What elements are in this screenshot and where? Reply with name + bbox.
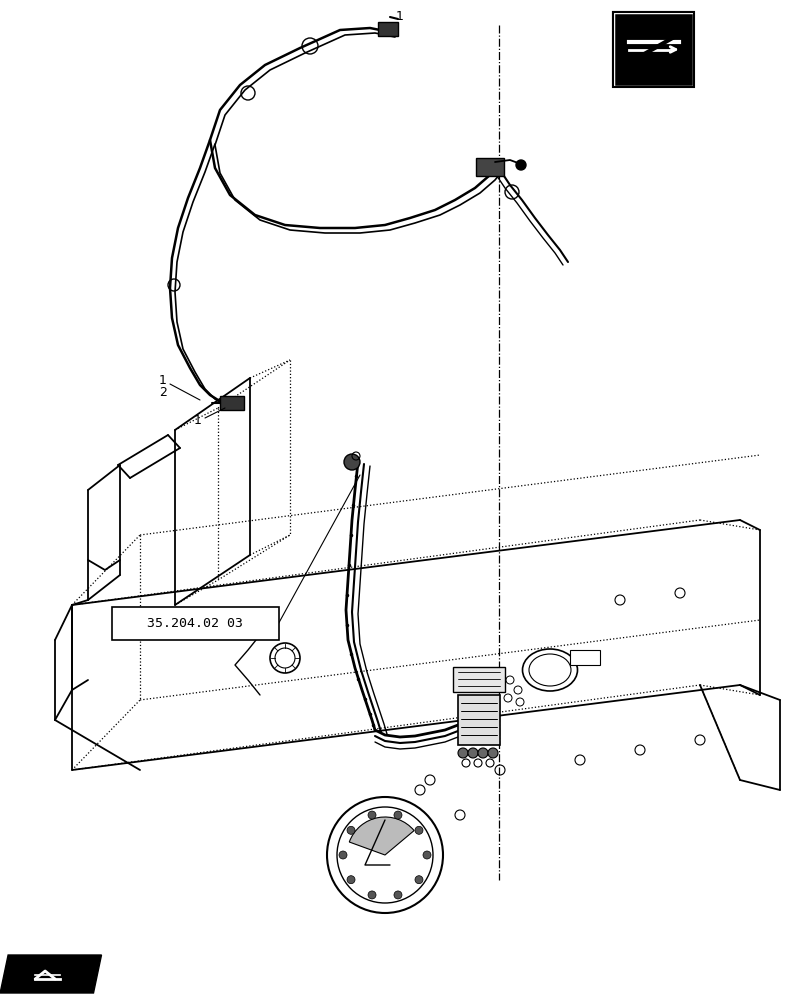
Bar: [457, 695, 500, 745]
Circle shape: [346, 826, 354, 834]
Circle shape: [393, 811, 401, 819]
Polygon shape: [0, 955, 101, 993]
Circle shape: [346, 876, 354, 884]
Bar: [378, 22, 397, 36]
Bar: [612, 12, 693, 87]
Circle shape: [515, 160, 526, 170]
Bar: [612, 12, 693, 87]
Bar: [453, 667, 504, 692]
Circle shape: [344, 454, 359, 470]
Bar: [612, 12, 693, 87]
Circle shape: [457, 748, 467, 758]
Text: 2: 2: [159, 386, 167, 399]
Bar: [112, 607, 278, 640]
Circle shape: [367, 811, 375, 819]
Text: 1: 1: [396, 10, 403, 23]
Bar: [475, 158, 504, 176]
Circle shape: [414, 876, 423, 884]
Ellipse shape: [521, 649, 577, 691]
Wedge shape: [349, 817, 414, 855]
Circle shape: [487, 748, 497, 758]
Circle shape: [393, 891, 401, 899]
Bar: [569, 650, 599, 665]
Text: 1: 1: [159, 373, 167, 386]
Circle shape: [367, 891, 375, 899]
Circle shape: [423, 851, 431, 859]
Circle shape: [467, 748, 478, 758]
Ellipse shape: [528, 654, 570, 686]
Circle shape: [478, 748, 487, 758]
Bar: [220, 396, 243, 410]
Text: 1: 1: [194, 414, 202, 426]
Circle shape: [338, 851, 346, 859]
Text: 35.204.02 03: 35.204.02 03: [147, 617, 243, 630]
Circle shape: [414, 826, 423, 834]
